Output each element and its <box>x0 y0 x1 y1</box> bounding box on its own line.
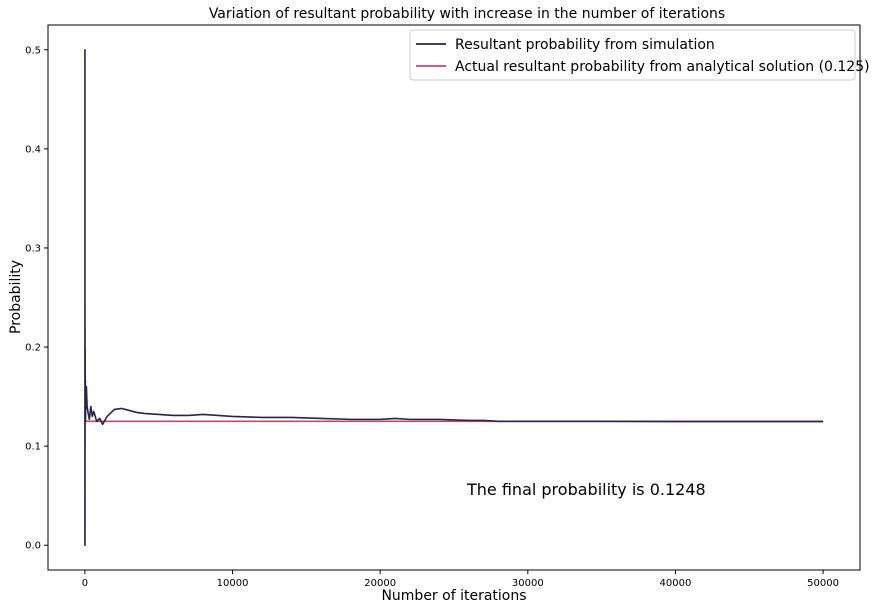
plot-area <box>47 24 861 571</box>
annotation-final-probability: The final probability is 0.1248 <box>466 480 706 499</box>
series-layer <box>84 48 824 547</box>
y-tick-label: 0.3 <box>25 243 41 254</box>
y-tick-label: 0.5 <box>25 45 41 56</box>
y-tick-label: 0.2 <box>25 343 41 354</box>
x-tick-label: 50000 <box>807 578 839 589</box>
x-tick-label: 10000 <box>217 578 249 589</box>
y-axis-label: Probability <box>8 260 24 334</box>
legend-entry: Actual resultant probability from analyt… <box>455 59 870 75</box>
legend-entry: Resultant probability from simulation <box>455 37 715 53</box>
x-axis-label: Number of iterations <box>381 588 526 604</box>
x-tick-label: 40000 <box>660 578 692 589</box>
series-line-simulation <box>84 48 824 547</box>
legend-box <box>409 29 856 81</box>
x-tick-label: 20000 <box>364 578 396 589</box>
y-tick-label: 0.1 <box>25 442 41 453</box>
legend: Resultant probability from simulation Act… <box>409 29 870 81</box>
y-axis: 0.0 0.1 0.2 0.3 0.4 0.5 <box>25 45 48 552</box>
x-tick-label: 0 <box>82 578 88 589</box>
y-tick-label: 0.4 <box>25 144 41 155</box>
x-axis: 0 10000 20000 30000 40000 50000 <box>82 570 839 589</box>
x-tick-label: 30000 <box>512 578 544 589</box>
y-tick-label: 0.0 <box>25 541 41 552</box>
chart-title: Variation of resultant probability with … <box>209 6 725 22</box>
